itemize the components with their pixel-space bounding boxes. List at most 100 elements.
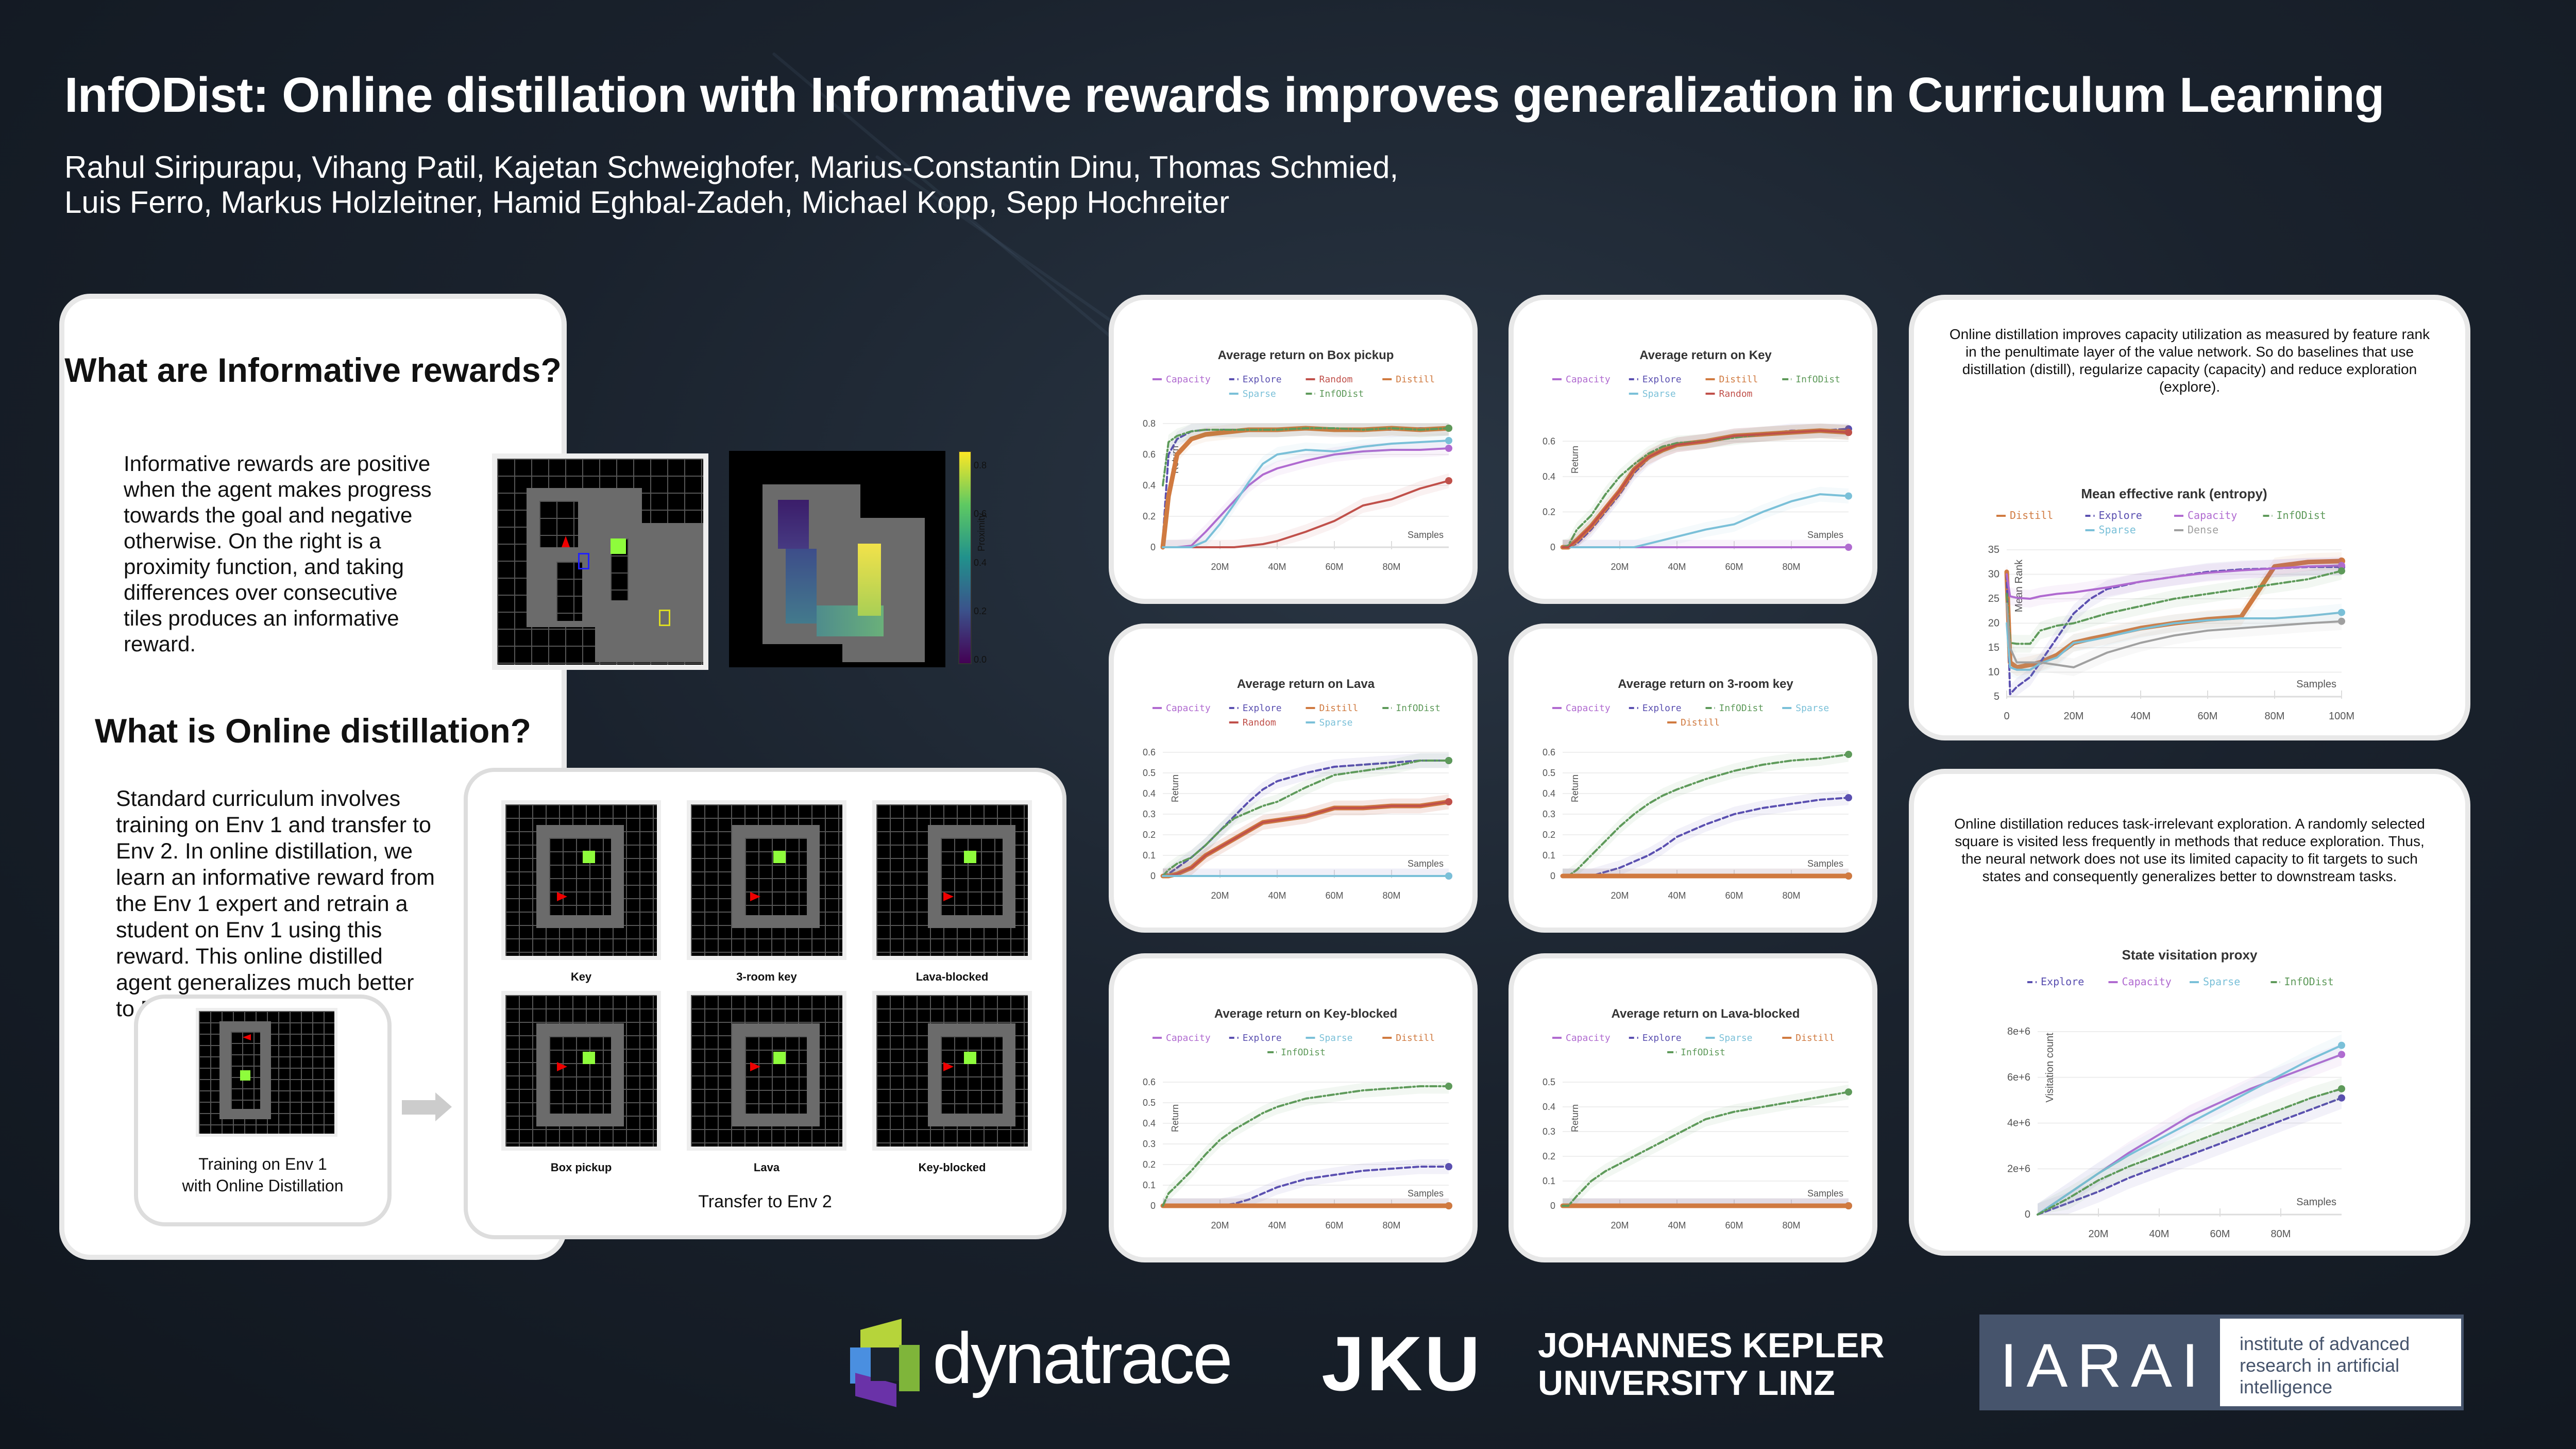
- svg-text:Explore: Explore: [2041, 975, 2084, 988]
- x-axis-label: Samples: [1408, 858, 1444, 869]
- series-band-explore: [1563, 424, 1849, 547]
- y-tick-label: 0.4: [1543, 788, 1555, 799]
- legend-item: InfODist: [1382, 703, 1440, 714]
- series-line-explore: [2037, 1097, 2343, 1216]
- legend-item: Sparse: [1306, 717, 1353, 728]
- y-tick-label: 0.1: [1543, 850, 1555, 861]
- y-axis-label: Return: [1170, 774, 1180, 802]
- series-band-capacity: [1163, 868, 1449, 876]
- y-tick-label: 15: [1988, 642, 1999, 653]
- x-axis-label: Samples: [1408, 530, 1444, 540]
- y-tick-label: 0.6: [1543, 436, 1555, 446]
- y-tick-label: 0: [1150, 1201, 1156, 1211]
- series-endpoint-explore: [1445, 1163, 1452, 1170]
- chart-panel-lava-blocked: Average return on Lava-blocked Capacity Ex…: [1509, 953, 1877, 1262]
- proximity-heatmap: [729, 451, 945, 667]
- legend-item: Sparse: [1306, 1033, 1353, 1043]
- legend-item: Distill: [1667, 717, 1720, 728]
- x-tick-label: 60M: [1725, 1220, 1743, 1231]
- legend-item: Sparse: [1229, 389, 1276, 399]
- x-tick-label: 40M: [1668, 562, 1686, 572]
- series-band-infodist: [1563, 1084, 1849, 1206]
- legend-item: Capacity: [2108, 975, 2172, 988]
- training-caption-line-1: Training on Env 1: [198, 1155, 327, 1173]
- y-tick-label: 30: [1988, 569, 1999, 580]
- svg-text:Dense: Dense: [2188, 524, 2218, 536]
- legend-item: Explore: [2085, 509, 2142, 521]
- svg-text:Capacity: Capacity: [1566, 374, 1611, 385]
- y-tick-label: 0: [1550, 871, 1555, 881]
- series-endpoint-explore: [2338, 1094, 2345, 1102]
- legend-item: Explore: [1629, 1033, 1682, 1043]
- svg-text:Explore: Explore: [2099, 509, 2142, 521]
- series-band-explore: [1163, 1159, 1449, 1206]
- legend-item: Sparse: [1782, 703, 1829, 714]
- series-line-infodist: [2037, 1087, 2343, 1216]
- series-band-random: [1563, 424, 1849, 547]
- env-label: Box pickup: [550, 1161, 612, 1174]
- svg-text:Explore: Explore: [1642, 1033, 1682, 1043]
- x-tick-label: 80M: [1782, 562, 1800, 572]
- agent-icon: [750, 892, 760, 901]
- series-band-sparse: [2007, 603, 2342, 679]
- legend-item: Sparse: [1629, 389, 1676, 399]
- env-label: Lava-blocked: [916, 970, 989, 983]
- svg-text:Capacity: Capacity: [1166, 374, 1211, 385]
- y-tick-label: 0: [2025, 1209, 2030, 1220]
- series-band-sparse: [1563, 486, 1849, 547]
- rank-caption: Online distillation improves capacity ut…: [1949, 326, 2430, 395]
- svg-text:InfODist: InfODist: [1681, 1047, 1725, 1058]
- x-tick-label: 80M: [1382, 562, 1400, 572]
- svg-text:Explore: Explore: [1243, 374, 1282, 385]
- chart-panel-key: Average return on Key Capacity Explore Dist…: [1509, 295, 1877, 604]
- y-axis-label: Return: [1570, 1104, 1580, 1132]
- y-tick-label: 25: [1988, 593, 1999, 604]
- svg-text:Capacity: Capacity: [2122, 975, 2172, 988]
- series-band-distill: [1163, 424, 1449, 547]
- colorbar-tick: 0.6: [974, 509, 987, 519]
- x-tick-label: 20M: [1211, 1220, 1229, 1231]
- legend-item: Distill: [1782, 1033, 1835, 1043]
- x-tick-label: 80M: [1382, 1220, 1400, 1231]
- x-axis-label: Samples: [2296, 679, 2336, 690]
- svg-text:Explore: Explore: [1243, 1033, 1282, 1043]
- y-tick-label: 5: [1994, 691, 1999, 702]
- svg-text:Random: Random: [1243, 717, 1276, 728]
- chart-panel-box-pickup: Average return on Box pickup Capacity Expl…: [1109, 295, 1478, 604]
- goal-tile: [964, 851, 976, 863]
- svg-text:InfODist: InfODist: [2277, 509, 2326, 521]
- y-tick-label: 0.1: [1143, 850, 1156, 861]
- series-band-sparse: [2038, 1034, 2342, 1215]
- svg-text:Sparse: Sparse: [2099, 524, 2136, 536]
- training-caption-line-2: with Online Distillation: [182, 1176, 344, 1195]
- svg-text:Explore: Explore: [1642, 374, 1682, 385]
- svg-text:Distill: Distill: [1396, 374, 1435, 385]
- jku-mark: JKU: [1321, 1320, 1483, 1407]
- svg-text:Random: Random: [1319, 374, 1353, 385]
- y-tick-label: 0.2: [1143, 830, 1156, 840]
- y-tick-label: 0: [1550, 542, 1555, 552]
- x-tick-label: 60M: [1725, 890, 1743, 901]
- series-endpoint-infodist: [1845, 1088, 1852, 1096]
- x-tick-label: 60M: [1725, 562, 1743, 572]
- svg-text:Explore: Explore: [1243, 703, 1282, 714]
- svg-text:InfODist: InfODist: [1795, 374, 1840, 385]
- y-tick-label: 0.3: [1143, 1139, 1156, 1149]
- proximity-colorbar: [958, 451, 972, 664]
- arrow-head: [435, 1092, 452, 1121]
- env-label: Lava: [753, 1161, 780, 1174]
- x-axis-label: Samples: [2296, 1197, 2336, 1208]
- y-tick-label: 0.8: [1143, 418, 1156, 429]
- series-line-sparse: [2006, 611, 2343, 671]
- chart-title: Average return on Key: [1639, 348, 1772, 362]
- jku-line-2: UNIVERSITY LINZ: [1538, 1363, 1835, 1403]
- x-tick-label: 80M: [1382, 890, 1400, 901]
- legend-item: Distill: [1382, 1033, 1435, 1043]
- y-tick-label: 0.6: [1543, 747, 1555, 757]
- series-endpoint-explore: [1845, 794, 1852, 801]
- legend-item: Capacity: [1552, 1033, 1611, 1043]
- svg-text:Distill: Distill: [1319, 703, 1359, 714]
- legend-item: Capacity: [1552, 374, 1611, 385]
- chart-panel-lava: Average return on Lava Capacity Explore Dis…: [1109, 624, 1478, 933]
- x-tick-label: 20M: [1211, 890, 1229, 901]
